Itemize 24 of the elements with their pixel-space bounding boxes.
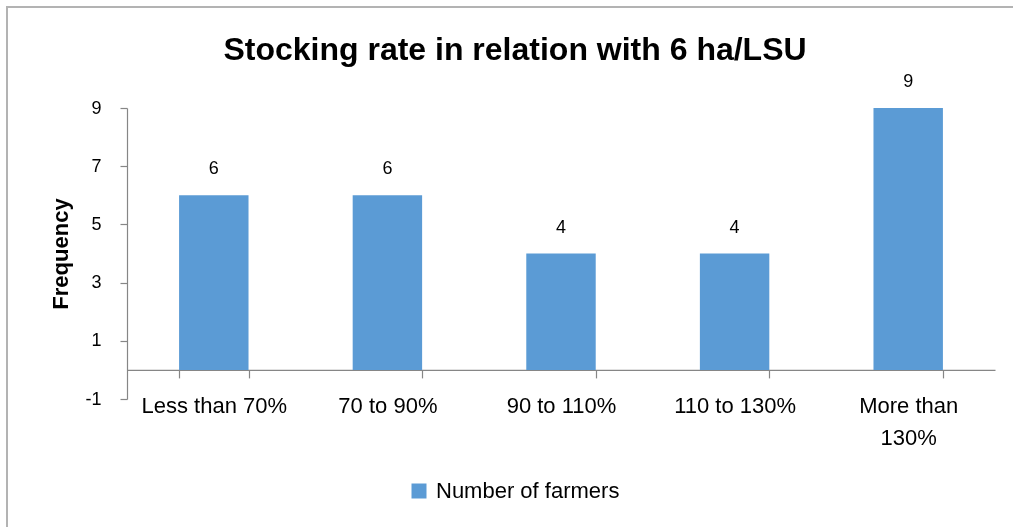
x-tick-label: Less than 70%: [141, 393, 288, 419]
x-tick-label: 70 to 90%: [338, 393, 438, 419]
y-tick-label: 9: [91, 97, 102, 118]
x-tick-label: 110 to 130%: [674, 393, 797, 419]
bar: [873, 108, 943, 370]
x-tick-label: More than 130%: [859, 393, 959, 451]
y-tick-label: 5: [91, 213, 102, 234]
x-tick-label: 90 to 110%: [506, 393, 617, 419]
bar: [699, 253, 770, 370]
data-label: 6: [208, 158, 219, 179]
y-axis-title: Frequency: [48, 197, 74, 310]
data-label: 4: [555, 216, 567, 237]
data-label: 6: [382, 158, 393, 179]
y-tick-label: 3: [91, 272, 102, 293]
bar: [179, 195, 249, 370]
data-label: 9: [903, 71, 914, 91]
y-tick-label: 1: [91, 330, 102, 351]
bar: [352, 195, 423, 370]
legend-label: Number of farmers: [436, 478, 620, 503]
bar: [526, 253, 596, 370]
y-tick-label: 7: [91, 155, 102, 176]
chart-title: Stocking rate in relation with 6 ha/LSU: [223, 31, 807, 67]
y-tick-label: -1: [85, 388, 102, 409]
data-label: 4: [729, 216, 740, 237]
